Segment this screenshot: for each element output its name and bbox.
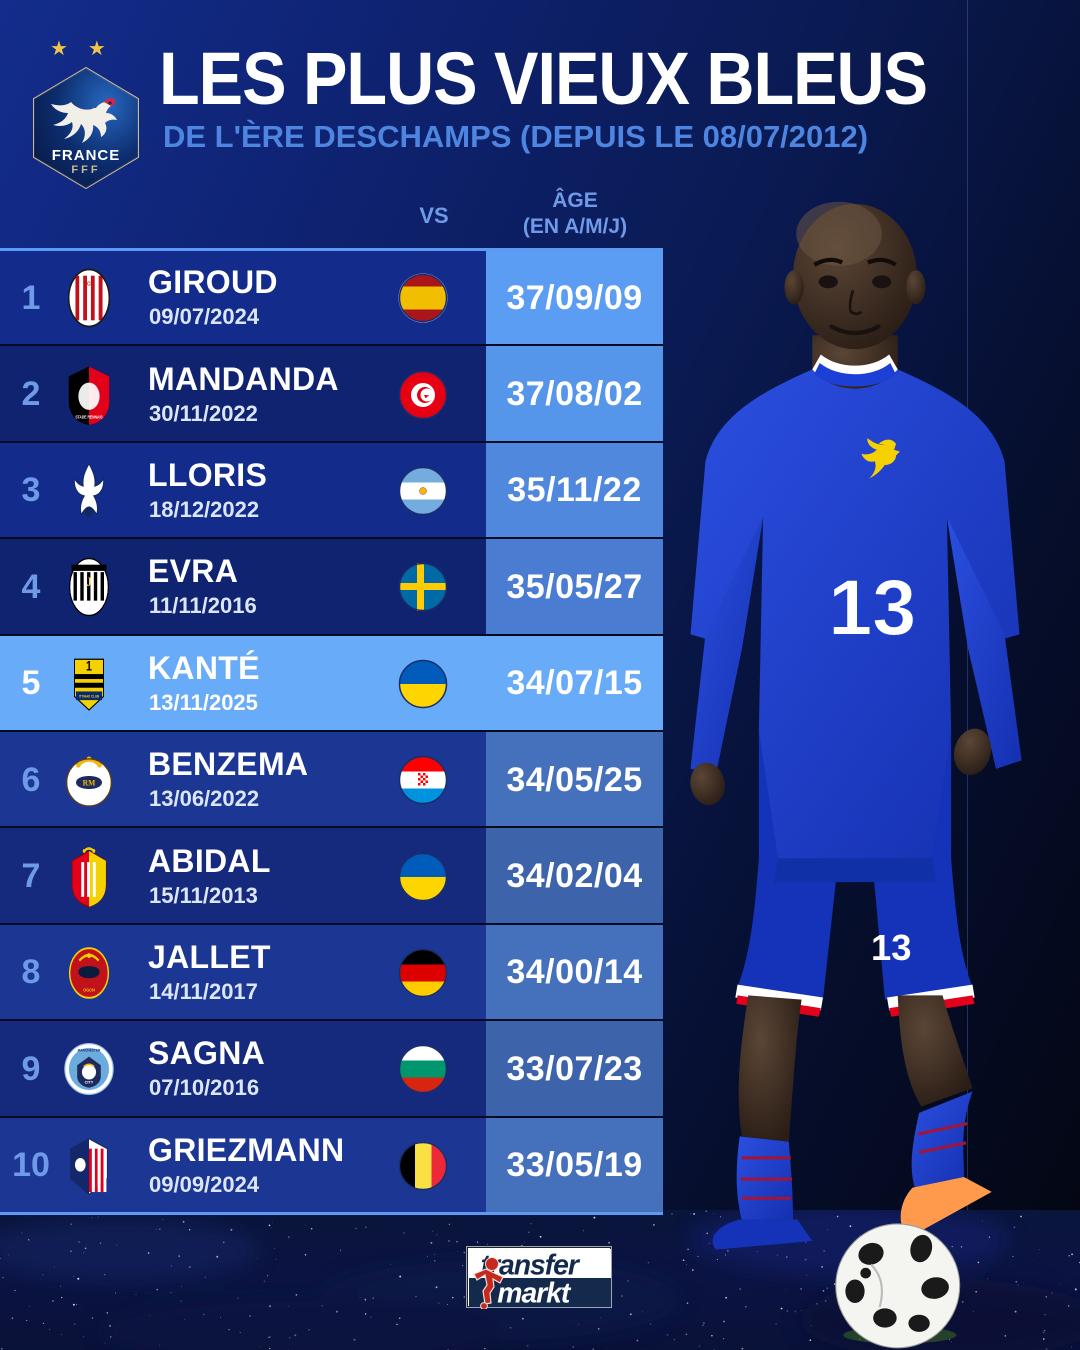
svg-text:13: 13: [828, 562, 916, 651]
svg-text:RM: RM: [83, 779, 96, 788]
svg-text:CITY: CITY: [85, 1080, 94, 1085]
svg-text:J: J: [87, 576, 92, 589]
svg-text:1: 1: [86, 658, 92, 674]
svg-text:STADE RENNAIS: STADE RENNAIS: [75, 414, 103, 420]
svg-text:ITTIHAD CLUB: ITTIHAD CLUB: [79, 694, 100, 698]
svg-text:13: 13: [871, 927, 911, 968]
svg-text:OGCN: OGCN: [83, 987, 95, 993]
svg-text:ACM: ACM: [84, 281, 94, 288]
svg-text:MANCHESTER: MANCHESTER: [78, 1049, 101, 1053]
